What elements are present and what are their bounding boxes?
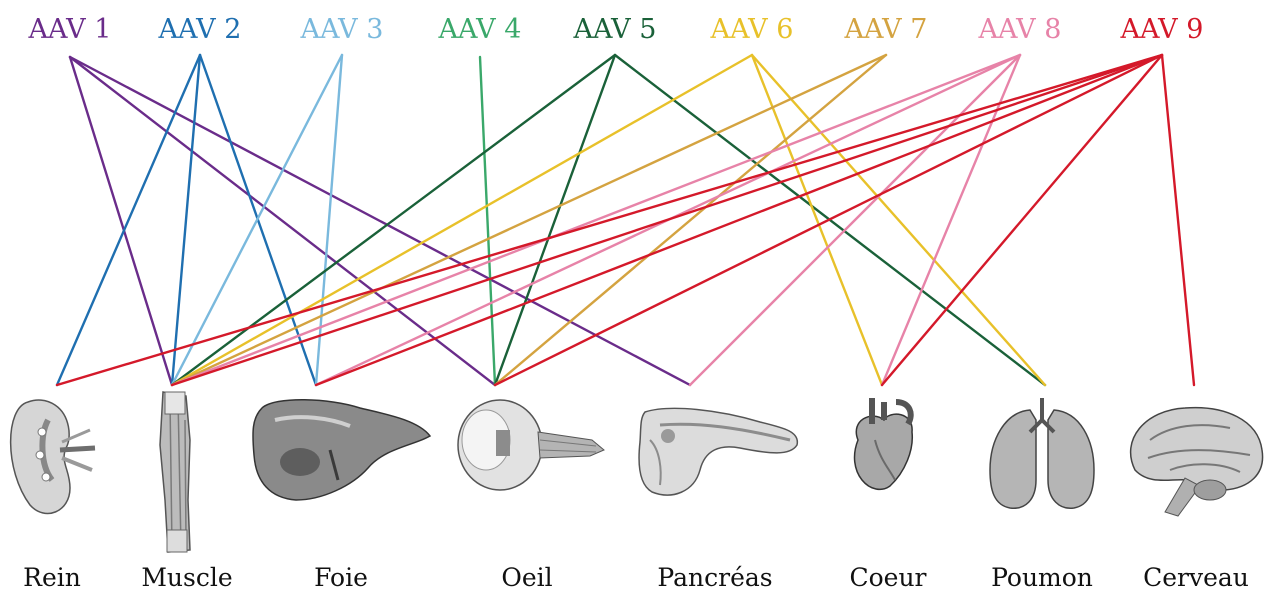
heart-icon [853, 398, 914, 491]
serotype-label-aav7: AAV 7 [844, 14, 928, 45]
brain-icon [1129, 406, 1264, 517]
pancreas-icon [638, 407, 799, 496]
link-aav4-oeil [478, 55, 497, 387]
link-aav1-pancreas [68, 55, 692, 387]
link-aav9-coeur [880, 53, 1164, 387]
serotype-label-aav8: AAV 8 [978, 14, 1062, 45]
organ-label-muscle: Muscle [141, 563, 232, 590]
organ-label-oeil: Oeil [501, 563, 552, 590]
serotype-label-aav3: AAV 3 [300, 14, 384, 45]
link-aav9-rein [55, 53, 1164, 387]
serotype-label-aav1: AAV 1 [28, 14, 112, 45]
link-aav6-coeur [750, 53, 884, 387]
link-aav9-cerveau [1160, 53, 1196, 387]
organ-label-coeur: Coeur [849, 563, 926, 590]
serotype-label-aav6: AAV 6 [710, 14, 794, 45]
link-aav2-rein [55, 53, 202, 387]
link-aav5-oeil [493, 53, 617, 387]
link-aav1-oeil [68, 55, 497, 387]
organ-label-cerveau: Cerveau [1143, 563, 1249, 590]
kidney-icon [9, 399, 96, 515]
serotype-labels: AAV 1 AAV 2 AAV 3 AAV 4 AAV 5 AAV 6 AAV 7 AAV 8… [28, 14, 1204, 45]
link-aav3-muscle [170, 53, 344, 387]
muscle-icon [159, 391, 191, 553]
liver-icon [252, 399, 432, 501]
link-aav7-oeil [493, 53, 888, 387]
organ-labels: Rein Muscle Foie Oeil Pancréas Coeur Poumon Cer… [23, 563, 1249, 590]
link-aav9-oeil [493, 53, 1164, 387]
link-aav3-foie [314, 53, 344, 387]
link-aav9-foie [314, 53, 1164, 387]
organ-label-poumon: Poumon [991, 563, 1093, 590]
link-aav5-muscle [170, 53, 617, 387]
organ-illustrations [9, 391, 1264, 553]
link-aav2-muscle [170, 53, 202, 387]
eye-icon [457, 399, 605, 491]
link-aav9-muscle [170, 53, 1164, 387]
serotype-label-aav4: AAV 4 [438, 14, 522, 45]
organ-label-foie: Foie [314, 563, 368, 590]
link-aav7-muscle [170, 53, 888, 387]
serotype-label-aav9: AAV 9 [1120, 14, 1204, 45]
link-aav8-pancreas [688, 53, 1022, 387]
serotype-label-aav5: AAV 5 [573, 14, 657, 45]
links-layer [55, 53, 1196, 387]
organ-label-rein: Rein [23, 563, 81, 590]
organ-label-pancreas: Pancréas [657, 563, 772, 590]
link-aav6-muscle [170, 53, 754, 387]
link-aav1-muscle [68, 55, 174, 387]
serotype-label-aav2: AAV 2 [158, 14, 242, 45]
link-aav8-muscle [170, 53, 1022, 387]
lungs-icon [989, 398, 1095, 509]
link-aav6-poumon [750, 53, 1047, 387]
